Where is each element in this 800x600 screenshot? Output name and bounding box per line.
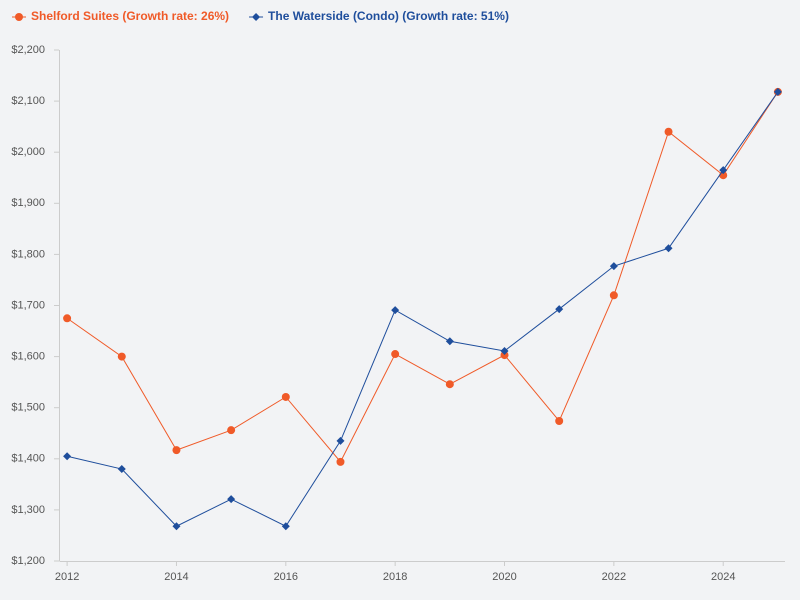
point (664, 127, 673, 136)
y-tick-label: $1,800 (11, 248, 45, 260)
x-tick-label: 2020 (492, 571, 516, 583)
point (227, 495, 236, 504)
point (172, 522, 181, 531)
y-tick-label: $1,700 (11, 299, 45, 311)
y-tick-label: $1,600 (11, 351, 45, 363)
point (719, 166, 728, 175)
point (281, 392, 290, 401)
point (664, 244, 673, 253)
point (336, 457, 345, 466)
point (336, 436, 345, 445)
point (172, 446, 181, 455)
point (555, 416, 564, 425)
point (227, 426, 236, 435)
x-tick-label: 2018 (383, 571, 407, 583)
series (63, 87, 782, 466)
x-tick-label: 2012 (55, 571, 79, 583)
point (391, 306, 400, 315)
point (609, 291, 618, 300)
point (117, 465, 126, 474)
y-tick-label: $1,200 (11, 555, 45, 567)
point (555, 305, 564, 314)
y-tick-label: $1,300 (11, 504, 45, 516)
x-tick-label: 2014 (164, 571, 188, 583)
point (609, 262, 618, 271)
point (63, 452, 72, 461)
y-tick-label: $2,200 (11, 44, 45, 56)
y-tick-label: $2,100 (11, 95, 45, 107)
point (445, 337, 454, 346)
legend-marker (252, 13, 261, 21)
point (117, 352, 126, 361)
legend-label: The Waterside (Condo) (Growth rate: 51%) (268, 9, 509, 23)
x-tick-label: 2024 (711, 571, 735, 583)
legend-label: Shelford Suites (Growth rate: 26%) (31, 9, 229, 23)
series (63, 87, 782, 531)
y-tick-label: $1,900 (11, 197, 45, 209)
point (773, 87, 782, 96)
point (391, 350, 400, 359)
line (66, 91, 779, 527)
point (281, 522, 290, 531)
line (66, 91, 779, 463)
point (500, 346, 509, 355)
legend-item: The Waterside (Condo) (Growth rate: 51%) (249, 9, 509, 23)
point (500, 351, 509, 360)
point (445, 380, 454, 389)
legend-marker (15, 13, 23, 21)
y-tick-label: $2,000 (11, 146, 45, 158)
legend-item: Shelford Suites (Growth rate: 26%) (12, 9, 229, 23)
y-tick-label: $1,500 (11, 402, 45, 414)
y-tick-label: $1,400 (11, 453, 45, 465)
x-tick-label: 2022 (602, 571, 626, 583)
point (63, 314, 72, 323)
x-tick-label: 2016 (274, 571, 298, 583)
